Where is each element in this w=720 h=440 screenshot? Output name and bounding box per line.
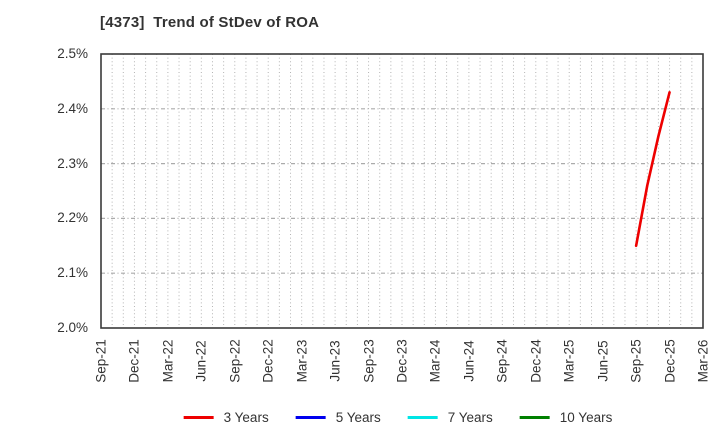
- legend-item-5-years: 5 Years: [295, 409, 381, 425]
- x-tick-label: Sep-21: [93, 339, 109, 383]
- x-tick-label: Sep-22: [227, 339, 243, 383]
- plot-border: [100, 53, 704, 329]
- x-tick-label: Dec-22: [260, 339, 276, 383]
- legend-item-7-years: 7 Years: [407, 409, 493, 425]
- legend: 3 Years 5 Years 7 Years 10 Years: [183, 407, 613, 427]
- x-tick-label: Mar-24: [427, 339, 443, 383]
- legend-item-3-years: 3 Years: [183, 409, 269, 425]
- legend-line-swatch: [183, 415, 214, 419]
- legend-item-10-years: 10 Years: [519, 409, 613, 425]
- x-tick-label: Mar-26: [695, 339, 711, 383]
- x-tick-label: Jun-24: [461, 340, 477, 382]
- x-tick-label: Mar-23: [294, 339, 310, 383]
- x-tick-label: Sep-25: [628, 339, 644, 383]
- y-tick-label: 2.3%: [57, 155, 88, 171]
- y-tick-label: 2.1%: [57, 265, 88, 281]
- legend-label: 10 Years: [559, 409, 613, 425]
- x-tick-label: Mar-22: [160, 339, 176, 383]
- y-tick-label: 2.0%: [57, 320, 88, 335]
- legend-line-swatch: [519, 415, 550, 419]
- series-line-3-years: [634, 91, 671, 248]
- legend-line-swatch: [407, 415, 438, 419]
- legend-label: 7 Years: [447, 409, 493, 425]
- legend-label: 3 Years: [223, 409, 269, 425]
- x-tick-label: Sep-24: [494, 339, 510, 383]
- x-tick-label: Dec-24: [528, 339, 544, 383]
- x-tick-label: Jun-22: [193, 340, 209, 382]
- x-tick-label: Sep-23: [361, 339, 377, 383]
- legend-line-swatch: [295, 415, 326, 419]
- y-tick-label: 2.5%: [57, 46, 88, 61]
- x-tick-label: Dec-21: [126, 339, 142, 383]
- x-tick-label: Jun-23: [327, 340, 343, 382]
- y-tick-label: 2.2%: [57, 210, 88, 226]
- x-tick-label: Dec-23: [394, 339, 410, 383]
- x-tick-label: Mar-25: [561, 339, 577, 383]
- x-tick-label: Dec-25: [662, 339, 678, 383]
- y-tick-label: 2.4%: [57, 100, 88, 116]
- legend-label: 5 Years: [335, 409, 381, 425]
- x-tick-label: Jun-25: [595, 340, 611, 382]
- chart-title: [4373] Trend of StDev of ROA: [100, 14, 320, 31]
